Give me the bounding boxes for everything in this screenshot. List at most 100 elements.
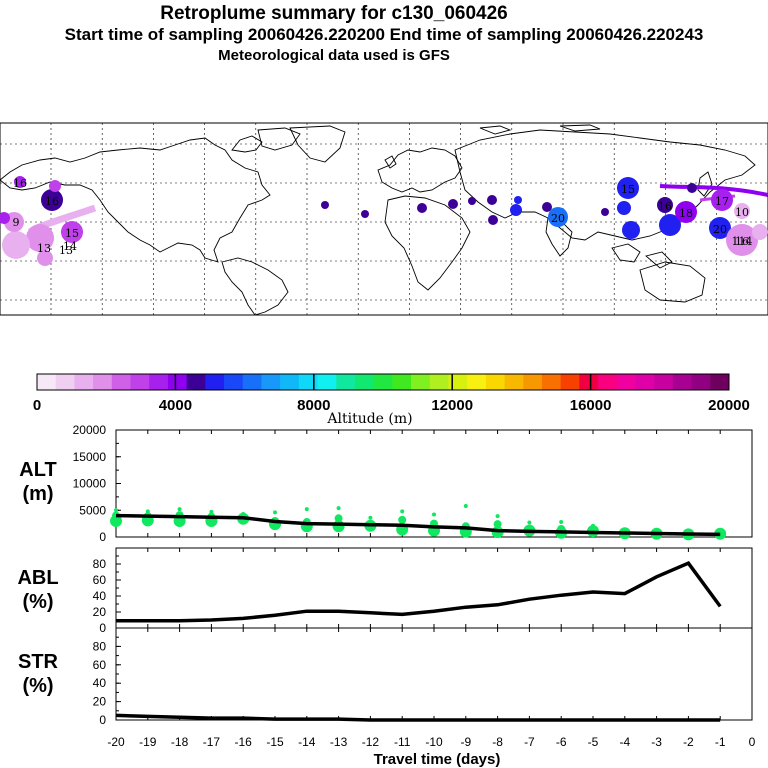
alt-scatter-point: [273, 510, 277, 515]
str-panel: STR (%) 0 20 40 60 80: [18, 627, 753, 727]
abl-y-tick-label: 20: [93, 605, 107, 619]
abl-panel: ABL (%) 0 20 40 60 80: [17, 547, 753, 635]
colorbar-cell: [130, 374, 150, 390]
alt-scatter-point: [493, 520, 502, 529]
plume-dot: [542, 202, 552, 212]
x-tick-label: -13: [330, 735, 348, 749]
colorbar-cell: [186, 374, 206, 390]
colorbar-cell: [354, 374, 375, 390]
map-label-114: 114: [732, 235, 753, 248]
plume-dot: [711, 189, 733, 211]
colorbar-cell: [411, 374, 431, 390]
alt-scatter-point: [400, 509, 405, 514]
plume-dot: [361, 210, 369, 218]
map-label-14: 14: [63, 240, 77, 253]
colorbar-cell: [654, 374, 674, 390]
colorbar-cell: [261, 374, 281, 390]
map-label-20-a: 20: [551, 212, 565, 225]
colorbar-title: Altitude (m): [326, 411, 412, 427]
colorbar-cell: [149, 374, 169, 390]
map-label-20-b: 20: [713, 223, 727, 236]
colorbar-cell: [579, 374, 599, 390]
colorbar-cell: [298, 374, 319, 390]
colorbar-cell: [55, 374, 75, 390]
map-label-16-c: 16: [658, 200, 672, 213]
x-tick-label: -5: [588, 735, 599, 749]
alt-scatter-point: [495, 514, 500, 519]
map-frame: [0, 122, 768, 316]
map-label-10: 10: [735, 206, 749, 219]
plume-dot: [657, 197, 673, 213]
x-tick-label: -18: [171, 735, 189, 749]
plume-dot: [734, 203, 750, 219]
str-plot-frame: [115, 627, 753, 721]
colorbar-cell: [710, 374, 730, 390]
alt-scatter-point: [336, 506, 341, 511]
str-y-tick-label: 80: [93, 639, 107, 653]
colorbar-cell: [429, 374, 449, 390]
x-tick-label: -14: [298, 735, 316, 749]
altitude-colorbar: 0 4000 8000 12000 16000 20000 Altitude (m): [33, 373, 750, 427]
colorbar-cell: [37, 374, 57, 390]
plume-dot: [622, 221, 640, 239]
alt-y-tick-label: 20000: [73, 423, 107, 437]
colorbar-cell: [504, 374, 524, 390]
colorbar-frame: [36, 373, 730, 391]
colorbar-cell: [467, 374, 487, 390]
colorbar-cell: [448, 374, 468, 390]
plume-dot: [617, 177, 639, 199]
alt-y-tick-label: 5000: [79, 503, 106, 517]
colorbar-cell: [598, 374, 618, 390]
plume-dot: [26, 224, 54, 252]
alt-panel: ALT (m) 0 5000 10000 15000 20000: [19, 423, 753, 544]
alt-series-line: [115, 513, 721, 537]
x-tick-label: -9: [460, 735, 471, 749]
alt-unit: (m): [22, 483, 53, 505]
x-tick-label: -15: [266, 735, 284, 749]
plume-dot: [0, 212, 10, 224]
abl-y-tick-label: 80: [93, 557, 107, 571]
colorbar-cell: [691, 374, 711, 390]
colorbar-cell: [205, 374, 225, 390]
str-series-line: [115, 713, 721, 722]
plume-dot: [41, 189, 63, 211]
plume-trail-northwest-pacific: [659, 184, 768, 197]
alt-scatter-point: [332, 520, 345, 533]
x-tick-label: -8: [492, 735, 503, 749]
plume-dot: [709, 217, 731, 239]
colorbar-cell: [74, 374, 94, 390]
plume-markers: [0, 176, 768, 266]
str-y-tick-label: 20: [93, 695, 107, 709]
alt-scatter-point: [398, 515, 407, 524]
x-tick-label: -17: [203, 735, 221, 749]
x-tick-label: -2: [683, 735, 694, 749]
plume-dot: [37, 250, 53, 266]
colorbar-cell: [392, 374, 412, 390]
abl-unit: (%): [22, 591, 53, 613]
str-y-tick-label: 0: [99, 713, 106, 727]
colorbar-cell: [93, 374, 113, 390]
alt-scatter-point: [527, 520, 532, 525]
map-label-13-b: 13: [37, 242, 51, 255]
colorbar-cell: [224, 374, 244, 390]
plume-dot: [601, 208, 609, 216]
map-label-16-d: 16: [735, 235, 749, 248]
plume-dot: [514, 196, 522, 204]
map-label-16-b: 16: [13, 177, 27, 190]
colorbar-tick-label: 12000: [431, 397, 473, 414]
colorbar-tick-label: 16000: [570, 397, 612, 414]
alt-scatter-point: [114, 508, 118, 513]
x-tick-label: -20: [107, 735, 125, 749]
x-tick-label: -4: [619, 735, 630, 749]
colorbar-cell: [616, 374, 636, 390]
plume-dot: [417, 203, 427, 213]
plume-dot: [488, 215, 498, 225]
plume-dot: [687, 183, 697, 193]
str-y-tick-label: 60: [93, 658, 107, 672]
colorbar-cell: [541, 374, 562, 390]
colorbar-tick-label: 8000: [297, 397, 330, 414]
plume-dot: [675, 201, 697, 223]
